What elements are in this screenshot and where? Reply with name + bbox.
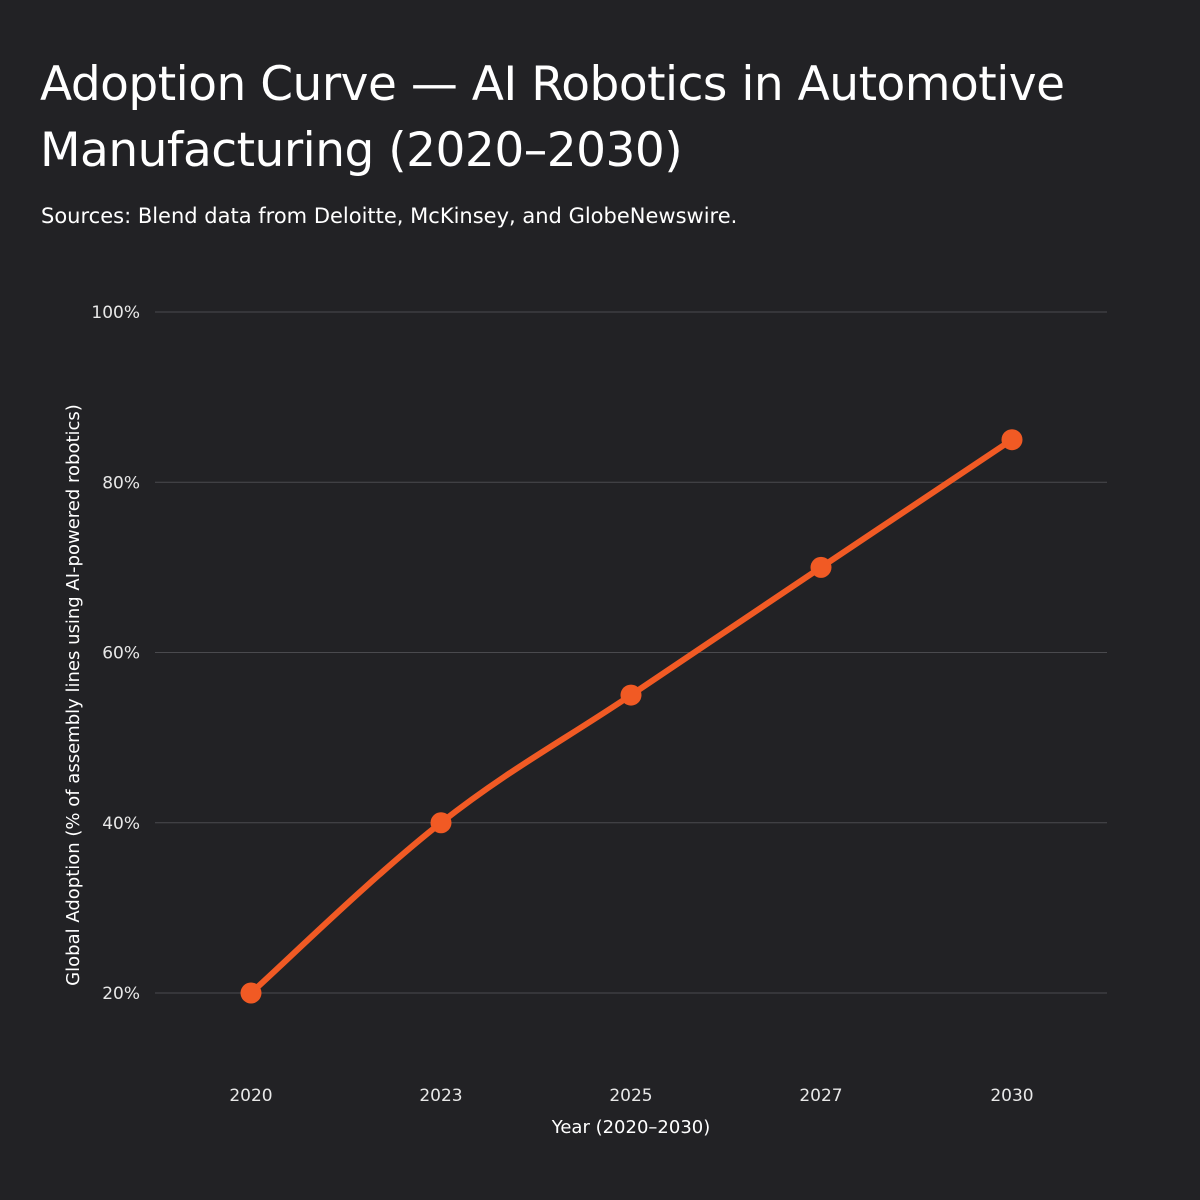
series-group [240, 429, 1023, 1004]
data-point [1001, 429, 1023, 451]
data-point [430, 812, 452, 834]
y-tick-label: 60% [102, 644, 140, 664]
y-tick-label: 100% [91, 303, 140, 323]
x-tick-label: 2030 [990, 1086, 1033, 1106]
x-axis-ticks: 2020 2023 2025 2027 2030 [229, 1086, 1033, 1106]
x-tick-label: 2025 [609, 1086, 652, 1106]
x-axis-label: Year (2020–2030) [551, 1117, 711, 1138]
chart-title: Adoption Curve — AI Robotics in Automoti… [40, 57, 1065, 178]
x-tick-label: 2023 [419, 1086, 462, 1106]
y-tick-label: 20% [102, 984, 140, 1004]
y-tick-label: 40% [102, 814, 140, 834]
x-tick-label: 2027 [799, 1086, 842, 1106]
data-point [810, 556, 832, 578]
data-point [620, 684, 642, 706]
y-axis-ticks: 20% 40% 60% 80% 100% [91, 303, 140, 1004]
y-axis-label: Global Adoption (% of assembly lines usi… [63, 404, 84, 986]
grid-lines [155, 311, 1107, 994]
chart-subtitle: Sources: Blend data from Deloitte, McKin… [41, 204, 738, 228]
x-tick-label: 2020 [229, 1086, 272, 1106]
data-point [240, 982, 262, 1004]
series-line [248, 436, 1015, 996]
y-tick-label: 80% [102, 473, 140, 493]
